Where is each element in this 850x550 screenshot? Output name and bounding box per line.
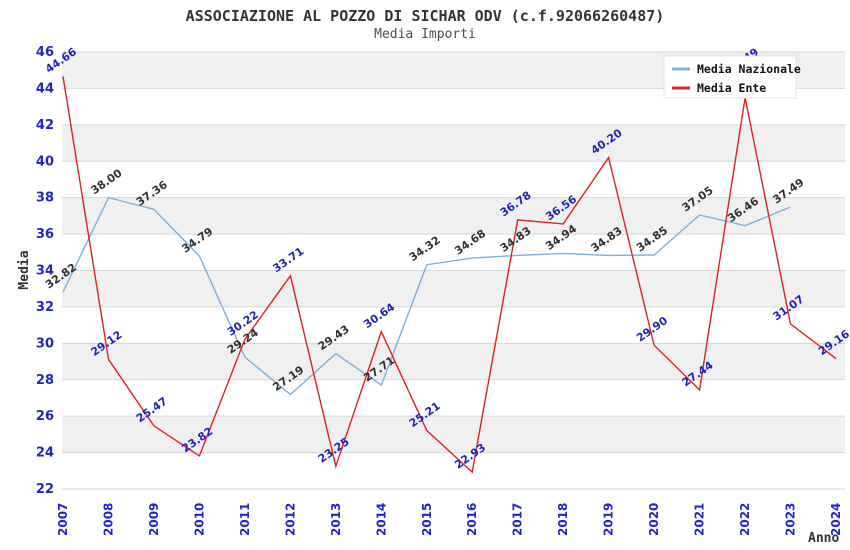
y-axis-labels: 22 24 26 28 30 32 34 36 38 40 42 44 46 xyxy=(36,45,54,497)
y-tick-label: 24 xyxy=(36,446,54,461)
y-tick-label: 34 xyxy=(36,264,54,279)
plot-band xyxy=(62,306,845,344)
plot-band xyxy=(62,270,845,307)
series-line-media-nazionale xyxy=(62,196,791,396)
y-tick-label: 26 xyxy=(36,409,54,424)
y-tick-label: 22 xyxy=(36,482,54,497)
chart-subtitle: Media Importi xyxy=(374,27,476,42)
x-tick-label: 2020 xyxy=(647,503,661,536)
x-tick-label: 2011 xyxy=(238,503,252,536)
y-tick-label: 30 xyxy=(36,336,54,351)
legend-label-media-nazionale: Media Nazionale xyxy=(697,62,801,76)
x-tick-label: 2015 xyxy=(420,503,434,536)
gridlines xyxy=(62,51,845,490)
x-tick-label: 2024 xyxy=(829,503,843,536)
plot-band xyxy=(62,161,845,198)
series-line-media-ente xyxy=(62,76,837,474)
x-tick-label: 2023 xyxy=(784,503,798,536)
x-tick-label: 2017 xyxy=(511,503,525,536)
plot-band xyxy=(62,452,845,489)
y-tick-label: 28 xyxy=(36,373,54,388)
x-tick-label: 2021 xyxy=(693,503,707,536)
legend-label-media-ente: Media Ente xyxy=(697,81,766,95)
x-tick-label: 2009 xyxy=(147,503,161,536)
legend-box xyxy=(663,55,797,99)
plot-band xyxy=(62,234,845,271)
plot-band xyxy=(62,379,845,417)
plot-band xyxy=(62,124,845,162)
y-tick-label: 42 xyxy=(36,118,54,133)
x-axis-labels: 2007 2008 2009 2010 2011 2012 2013 2014 2015 2016… xyxy=(56,503,843,536)
x-tick-label: 2018 xyxy=(556,503,570,536)
x-tick-label: 2013 xyxy=(329,503,343,536)
x-axis-title: Anno xyxy=(808,531,839,546)
x-tick-label: 2019 xyxy=(602,503,616,536)
x-tick-label: 2016 xyxy=(465,503,479,536)
x-tick-label: 2014 xyxy=(374,503,388,536)
x-tick-label: 2007 xyxy=(56,503,70,536)
plot-band xyxy=(62,343,845,380)
chart-title: ASSOCIAZIONE AL POZZO DI SICHAR ODV (c.f… xyxy=(185,7,665,25)
y-axis-title: Media xyxy=(17,250,32,289)
y-tick-label: 44 xyxy=(36,81,54,96)
x-tick-label: 2010 xyxy=(192,503,206,536)
y-tick-label: 40 xyxy=(36,154,54,169)
x-tick-label: 2022 xyxy=(738,503,752,536)
x-tick-label: 2012 xyxy=(283,503,297,536)
y-tick-label: 32 xyxy=(36,300,54,315)
plot-band xyxy=(62,197,845,235)
y-tick-label: 46 xyxy=(36,45,54,60)
y-tick-label: 38 xyxy=(36,191,54,206)
y-tick-label: 36 xyxy=(36,227,54,242)
legend: Media Nazionale Media Ente xyxy=(663,55,801,99)
plot-band xyxy=(62,416,845,453)
x-tick-label: 2008 xyxy=(101,503,115,536)
